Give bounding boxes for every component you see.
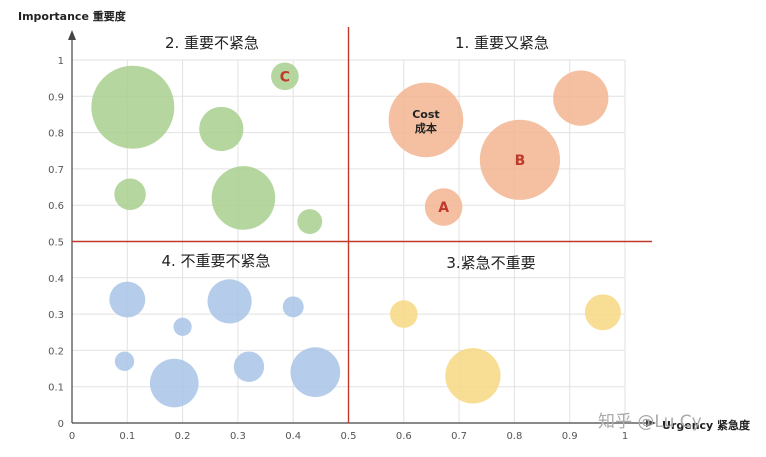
bubble-label: B (515, 153, 526, 169)
y-axis-arrow (68, 30, 76, 40)
bubble-q4 (207, 279, 252, 324)
x-axis-title: Urgency 紧急度 (662, 418, 751, 432)
x-tick-label: 0.5 (341, 431, 357, 442)
bubble-q4 (109, 281, 146, 318)
bubble-q4 (290, 347, 341, 398)
bubble-q2 (199, 106, 244, 152)
x-axis-arrow (646, 419, 656, 427)
bubble-label: A (438, 200, 449, 216)
bubble-label: C (280, 69, 290, 85)
bubble-q4 (114, 351, 135, 371)
x-tick-label: 0.9 (562, 431, 578, 442)
bubble-label: 成本 (415, 121, 437, 135)
x-tick-label: 0.6 (396, 431, 412, 442)
bubble-q2 (114, 178, 146, 211)
y-tick-label: 1 (58, 56, 64, 67)
y-tick-label: 0.8 (48, 129, 64, 140)
x-tick-label: 0.8 (506, 431, 522, 442)
bubble-q1 (424, 188, 463, 226)
x-tick-label: 0 (69, 431, 75, 442)
y-tick-label: 0.2 (48, 346, 64, 357)
y-axis-title: Importance 重要度 (18, 9, 127, 23)
bubble-q1 (479, 119, 561, 200)
bubble-q4 (149, 358, 199, 408)
bubble-q4 (233, 351, 265, 382)
bubble-q2 (211, 166, 276, 230)
quadrant-label-q1: 1. 重要又紧急 (455, 34, 549, 52)
bubble-q1 (388, 82, 464, 158)
bubble-q3 (389, 300, 418, 328)
x-tick-label: 0.3 (230, 431, 246, 442)
y-tick-label: 0.5 (48, 238, 64, 249)
y-tick-label: 0 (58, 419, 64, 430)
quadrant-label-q4: 4. 不重要不紧急 (161, 252, 270, 270)
bubble-q2 (297, 209, 323, 234)
watermark-text: 知乎 @Lu Cy (598, 412, 702, 432)
y-tick-label: 0.1 (48, 383, 64, 394)
x-tick-label: 0.4 (285, 431, 301, 442)
y-tick-label: 0.9 (48, 92, 64, 103)
bubble-q4 (282, 296, 304, 318)
quadrant-label-q2: 2. 重要不紧急 (165, 34, 259, 52)
bubble-q2 (271, 62, 299, 91)
bubble-q1 (553, 70, 609, 126)
bubble-q2 (91, 65, 175, 149)
x-tick-label: 1 (622, 431, 628, 442)
y-tick-label: 0.6 (48, 201, 64, 212)
y-tick-label: 0.4 (48, 274, 64, 285)
x-tick-label: 0.7 (451, 431, 467, 442)
y-tick-label: 0.3 (48, 310, 64, 321)
x-tick-label: 0.1 (119, 431, 135, 442)
y-tick-label: 0.7 (48, 165, 64, 176)
bubble-q3 (584, 294, 621, 331)
bubble-q3 (445, 348, 501, 404)
bubble-label: Cost (412, 108, 439, 121)
x-tick-label: 0.2 (175, 431, 191, 442)
quadrant-label-q3: 3.紧急不重要 (446, 254, 535, 272)
bubble-q4 (173, 317, 192, 336)
